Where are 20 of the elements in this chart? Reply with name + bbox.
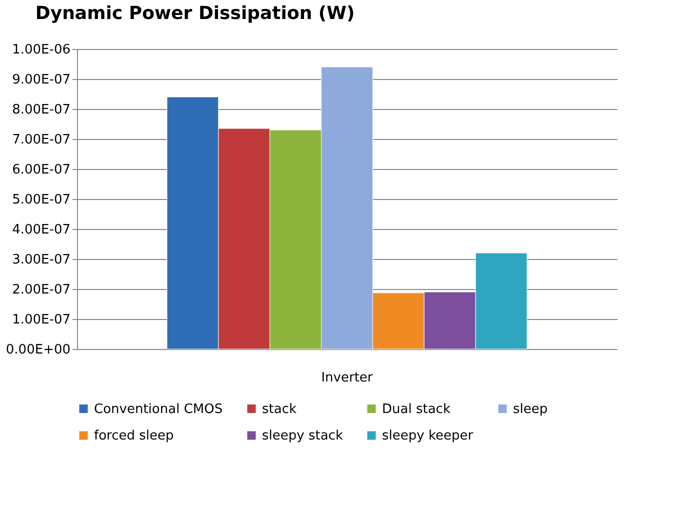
y-tick-label: 8.00E-07 (12, 102, 70, 118)
y-tick-label: 3.00E-07 (12, 252, 70, 268)
y-tick-label: 1.00E-06 (12, 42, 70, 58)
y-tick-label: 1.00E-07 (12, 312, 70, 328)
y-tick-label: 9.00E-07 (12, 72, 70, 88)
legend-label: forced sleep (94, 428, 174, 444)
y-tick-label: 2.00E-07 (12, 282, 70, 298)
legend-label: sleep (513, 402, 548, 417)
y-tick-label: 0.00E+00 (6, 342, 70, 358)
y-tick-label: 6.00E-07 (12, 162, 70, 178)
x-tick-label: Inverter (321, 370, 374, 386)
chart-title: Dynamic Power Dissipation (W) (35, 3, 355, 24)
legend-label: sleepy stack (262, 428, 344, 444)
y-tick-label: 7.00E-07 (12, 132, 70, 148)
y-tick-label: 4.00E-07 (12, 222, 70, 238)
legend-label: stack (262, 402, 297, 417)
legend-label: Conventional CMOS (94, 402, 223, 417)
y-tick-label: 5.00E-07 (12, 192, 70, 208)
legend-label: sleepy keeper (382, 428, 474, 444)
legend-label: Dual stack (382, 402, 451, 417)
